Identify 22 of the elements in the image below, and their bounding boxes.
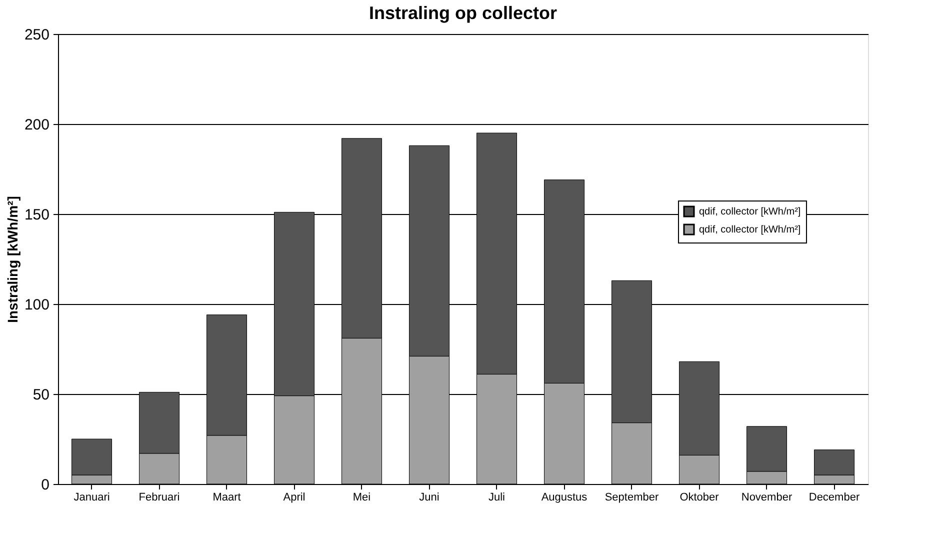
x-tick-label: Oktober [680, 492, 720, 504]
x-tick-label: Juli [488, 492, 506, 504]
x-tick-label: April [283, 492, 306, 504]
y-tick-label: 0 [41, 476, 50, 494]
legend-label: qdif, collector [kWh/m²] [699, 224, 801, 236]
x-tick-label: Februari [138, 492, 180, 504]
legend-label: qdif, collector [kWh/m²] [699, 206, 801, 218]
x-tick-label: Mei [352, 492, 371, 504]
x-tick-label: September [604, 492, 659, 504]
x-tick-label: Maart [212, 492, 241, 504]
x-tick-label: December [808, 492, 860, 504]
x-tick-label: November [741, 492, 792, 504]
x-tick-label: Juni [419, 492, 440, 504]
x-tick-label: Januari [74, 492, 110, 504]
chart-title: Instraling op collector [368, 3, 558, 23]
y-tick-label: 250 [24, 26, 50, 44]
y-axis-title: Instraling [kWh/m²] [4, 196, 20, 323]
x-tick-label: Augustus [541, 492, 588, 504]
y-tick-label: 100 [24, 296, 50, 314]
y-tick-label: 200 [24, 116, 50, 134]
y-tick-label: 150 [24, 206, 50, 224]
y-tick-label: 50 [32, 386, 50, 404]
